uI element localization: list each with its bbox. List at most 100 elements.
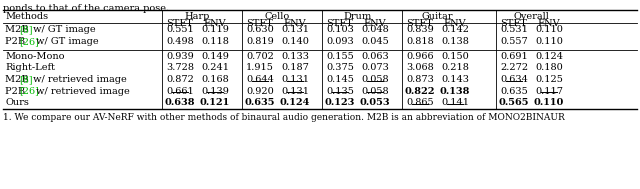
Text: ponds to that of the camera pose.: ponds to that of the camera pose. (3, 4, 169, 13)
Text: 0.053: 0.053 (360, 98, 390, 107)
Text: 0.135: 0.135 (326, 87, 354, 95)
Text: STFT: STFT (246, 19, 273, 29)
Text: 0.073: 0.073 (361, 64, 389, 73)
Text: 0.110: 0.110 (534, 98, 564, 107)
Text: 0.103: 0.103 (326, 26, 354, 35)
Text: w/ GT image: w/ GT image (33, 37, 99, 46)
Text: P2B: P2B (5, 37, 28, 46)
Text: P2B: P2B (5, 87, 28, 95)
Text: 0.531: 0.531 (500, 26, 528, 35)
Text: Harp: Harp (185, 12, 210, 21)
Text: 0.966: 0.966 (406, 52, 434, 61)
Text: ENV: ENV (364, 19, 387, 29)
Text: [8]: [8] (19, 26, 33, 35)
Text: Cello: Cello (265, 12, 290, 21)
Text: 0.155: 0.155 (326, 52, 354, 61)
Text: 0.119: 0.119 (201, 26, 229, 35)
Text: ENV: ENV (284, 19, 307, 29)
Text: 0.145: 0.145 (326, 75, 354, 84)
Text: 0.141: 0.141 (441, 98, 469, 107)
Text: 0.045: 0.045 (361, 37, 389, 46)
Text: 0.124: 0.124 (280, 98, 310, 107)
Text: 0.138: 0.138 (441, 37, 469, 46)
Text: 0.131: 0.131 (281, 26, 309, 35)
Text: 0.839: 0.839 (406, 26, 434, 35)
Text: 0.139: 0.139 (201, 87, 229, 95)
Text: 0.131: 0.131 (281, 75, 309, 84)
Text: 0.143: 0.143 (441, 75, 469, 84)
Text: 0.819: 0.819 (246, 37, 274, 46)
Text: w/ retrieved image: w/ retrieved image (29, 75, 126, 84)
Text: 0.634: 0.634 (500, 75, 528, 84)
Text: 0.644: 0.644 (246, 75, 274, 84)
Text: 0.140: 0.140 (281, 37, 309, 46)
Text: M2B: M2B (5, 26, 32, 35)
Text: 1.915: 1.915 (246, 64, 274, 73)
Text: 0.702: 0.702 (246, 52, 274, 61)
Text: 0.048: 0.048 (361, 26, 389, 35)
Text: 3.068: 3.068 (406, 64, 434, 73)
Text: 0.131: 0.131 (281, 87, 309, 95)
Text: 0.865: 0.865 (406, 98, 434, 107)
Text: STFT: STFT (406, 19, 433, 29)
Text: 0.149: 0.149 (201, 52, 229, 61)
Text: ENV: ENV (538, 19, 560, 29)
Text: 3.728: 3.728 (166, 64, 194, 73)
Text: 0.939: 0.939 (166, 52, 194, 61)
Text: 0.635: 0.635 (244, 98, 275, 107)
Text: 0.565: 0.565 (499, 98, 529, 107)
Text: 0.630: 0.630 (246, 26, 274, 35)
Text: 0.124: 0.124 (535, 52, 563, 61)
Text: STFT: STFT (326, 19, 353, 29)
Text: 0.150: 0.150 (441, 52, 469, 61)
Text: M2B: M2B (5, 75, 32, 84)
Text: 0.125: 0.125 (535, 75, 563, 84)
Text: 0.142: 0.142 (441, 26, 469, 35)
Text: 0.920: 0.920 (246, 87, 274, 95)
Text: 0.661: 0.661 (166, 87, 194, 95)
Text: 0.058: 0.058 (361, 87, 389, 95)
Text: 0.168: 0.168 (201, 75, 229, 84)
Text: w/ retrieved image: w/ retrieved image (33, 87, 130, 95)
Text: 0.123: 0.123 (325, 98, 355, 107)
Text: 0.187: 0.187 (281, 64, 309, 73)
Text: 2.272: 2.272 (500, 64, 528, 73)
Text: 0.638: 0.638 (164, 98, 195, 107)
Text: 0.241: 0.241 (201, 64, 229, 73)
Text: 0.110: 0.110 (535, 37, 563, 46)
Text: 0.058: 0.058 (361, 75, 389, 84)
Text: 0.498: 0.498 (166, 37, 194, 46)
Text: w/ GT image: w/ GT image (29, 26, 95, 35)
Text: 0.110: 0.110 (535, 26, 563, 35)
Text: [8]: [8] (19, 75, 33, 84)
Text: Guitar: Guitar (422, 12, 453, 21)
Text: 0.635: 0.635 (500, 87, 528, 95)
Text: [26]: [26] (19, 37, 39, 46)
Text: 0.180: 0.180 (535, 64, 563, 73)
Text: Ours: Ours (5, 98, 29, 107)
Text: 0.117: 0.117 (535, 87, 563, 95)
Text: Methods: Methods (5, 12, 48, 21)
Text: STFT: STFT (166, 19, 193, 29)
Text: Mono-Mono: Mono-Mono (5, 52, 65, 61)
Text: 0.818: 0.818 (406, 37, 434, 46)
Text: ENV: ENV (444, 19, 467, 29)
Text: Drum: Drum (344, 12, 372, 21)
Text: 0.093: 0.093 (326, 37, 354, 46)
Text: Right-Left: Right-Left (5, 64, 55, 73)
Text: [26]: [26] (19, 87, 39, 95)
Text: 1. We compare our AV-NeRF with other methods of binaural audio generation. M2B i: 1. We compare our AV-NeRF with other met… (3, 112, 564, 122)
Text: 0.375: 0.375 (326, 64, 354, 73)
Text: 0.118: 0.118 (201, 37, 229, 46)
Text: 0.218: 0.218 (441, 64, 469, 73)
Text: 0.551: 0.551 (166, 26, 194, 35)
Text: Overall: Overall (513, 12, 549, 21)
Text: 0.873: 0.873 (406, 75, 434, 84)
Text: 0.121: 0.121 (200, 98, 230, 107)
Text: STFT: STFT (500, 19, 527, 29)
Text: 0.133: 0.133 (281, 52, 309, 61)
Text: 0.822: 0.822 (404, 87, 435, 95)
Text: 0.557: 0.557 (500, 37, 528, 46)
Text: 0.138: 0.138 (440, 87, 470, 95)
Text: 0.872: 0.872 (166, 75, 194, 84)
